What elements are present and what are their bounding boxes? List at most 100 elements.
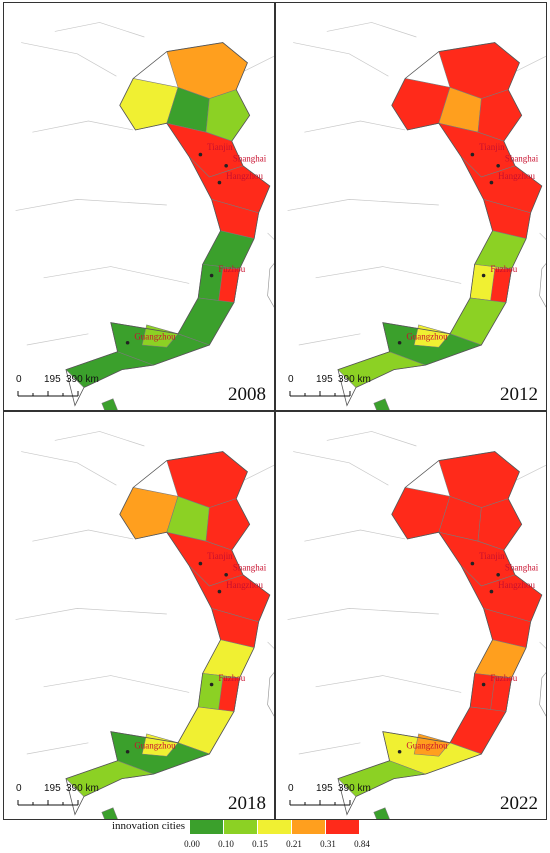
background-boundary	[43, 266, 190, 284]
legend-tick: 0.10	[218, 839, 234, 849]
city-label: Hangzhou	[498, 580, 535, 590]
city-label: Guangzhou	[134, 740, 176, 750]
city-marker	[397, 340, 402, 345]
city-marker	[209, 273, 214, 278]
city-marker	[198, 561, 203, 566]
island-outline	[539, 263, 546, 308]
legend-swatch	[190, 820, 223, 834]
scale-label: 195	[44, 783, 61, 794]
legend-swatch	[326, 820, 359, 834]
year-label: 2018	[228, 793, 266, 814]
background-boundary	[304, 529, 406, 542]
scale-label: 0	[16, 374, 22, 385]
scale-label: 390 km	[66, 783, 99, 794]
city-label: Tianjin	[207, 551, 233, 561]
legend-tick: 0.21	[286, 839, 302, 849]
background-boundary	[32, 529, 134, 542]
city-label: Tianjin	[479, 142, 505, 152]
background-boundary	[315, 266, 462, 284]
city-marker	[217, 180, 222, 185]
background-boundary	[505, 464, 546, 486]
island-outline	[267, 672, 274, 717]
background-boundary	[539, 641, 546, 649]
island-outline	[539, 672, 546, 717]
city-marker	[489, 589, 494, 594]
city-marker	[470, 152, 475, 157]
scale-label: 390 km	[338, 374, 371, 385]
city-marker	[470, 561, 475, 566]
legend-tick: 0.00	[184, 839, 200, 849]
scale-label: 195	[316, 374, 333, 385]
year-label: 2022	[500, 793, 538, 814]
year-label: 2012	[500, 384, 538, 405]
region-13	[141, 324, 179, 348]
region-3	[205, 498, 251, 551]
coastline	[337, 451, 543, 816]
scale-label: 0	[288, 374, 294, 385]
background-boundary	[233, 464, 274, 486]
background-boundary	[326, 431, 417, 447]
city-marker	[217, 589, 222, 594]
background-boundary	[54, 22, 145, 38]
legend: innovation cities 0.00 0.10 0.15 0.21 0.31 0.…	[112, 818, 442, 852]
map-panel-2008: Tianjin Shanghai Hangzhou Fuzhou Guangzhou 0 1…	[3, 2, 275, 411]
city-label: Shanghai	[505, 562, 539, 572]
legend-tick: 0.84	[354, 839, 370, 849]
city-label: Hangzhou	[226, 171, 263, 181]
scale-label: 0	[16, 783, 22, 794]
coastline	[337, 42, 543, 407]
map-panel-2022: Tianjin Shanghai Hangzhou Fuzhou Guangzhou 0 1…	[275, 411, 547, 820]
scale-label: 0	[288, 783, 294, 794]
background-boundary	[267, 232, 274, 240]
background-boundary	[326, 22, 417, 38]
city-marker	[125, 340, 130, 345]
city-label: Fuzhou	[490, 673, 517, 683]
scale-label: 390 km	[66, 374, 99, 385]
legend-swatch	[224, 820, 257, 834]
island-region	[373, 398, 390, 410]
scale-bar: 0 195 390 km	[288, 783, 378, 809]
city-label: Guangzhou	[406, 331, 448, 341]
city-marker	[224, 164, 228, 168]
background-boundary	[505, 55, 546, 77]
background-boundary	[287, 608, 439, 620]
city-marker	[496, 164, 500, 168]
background-boundary	[15, 199, 167, 211]
scale-label: 390 km	[338, 783, 371, 794]
region-3	[477, 498, 523, 551]
legend-tick: 0.15	[252, 839, 268, 849]
city-label: Shanghai	[233, 153, 267, 163]
background-boundary	[26, 333, 89, 346]
city-marker	[496, 573, 500, 577]
city-marker	[481, 682, 486, 687]
city-label: Hangzhou	[498, 171, 535, 181]
scale-bar: 0 195 390 km	[288, 374, 378, 400]
year-label: 2008	[228, 384, 266, 405]
city-label: Hangzhou	[226, 580, 263, 590]
legend-swatch	[258, 820, 291, 834]
map-panel-2012: Tianjin Shanghai Hangzhou Fuzhou Guangzhou 0 1…	[275, 2, 547, 411]
city-marker	[481, 273, 486, 278]
background-boundary	[26, 742, 89, 755]
legend-title: innovation cities	[112, 820, 186, 832]
scale-label: 195	[316, 783, 333, 794]
background-boundary	[43, 675, 190, 693]
city-label: Fuzhou	[218, 673, 245, 683]
background-boundary	[304, 120, 406, 133]
region-3	[205, 89, 251, 142]
coastline	[65, 42, 271, 407]
background-boundary	[233, 55, 274, 77]
city-marker	[489, 180, 494, 185]
city-label: Fuzhou	[218, 264, 245, 274]
scale-bar: 0 195 390 km	[16, 374, 106, 400]
legend-tick: 0.31	[320, 839, 336, 849]
legend-swatch	[292, 820, 325, 834]
background-boundary	[539, 232, 546, 240]
region-3	[477, 89, 523, 142]
coastline	[65, 451, 271, 816]
city-label: Shanghai	[233, 562, 267, 572]
